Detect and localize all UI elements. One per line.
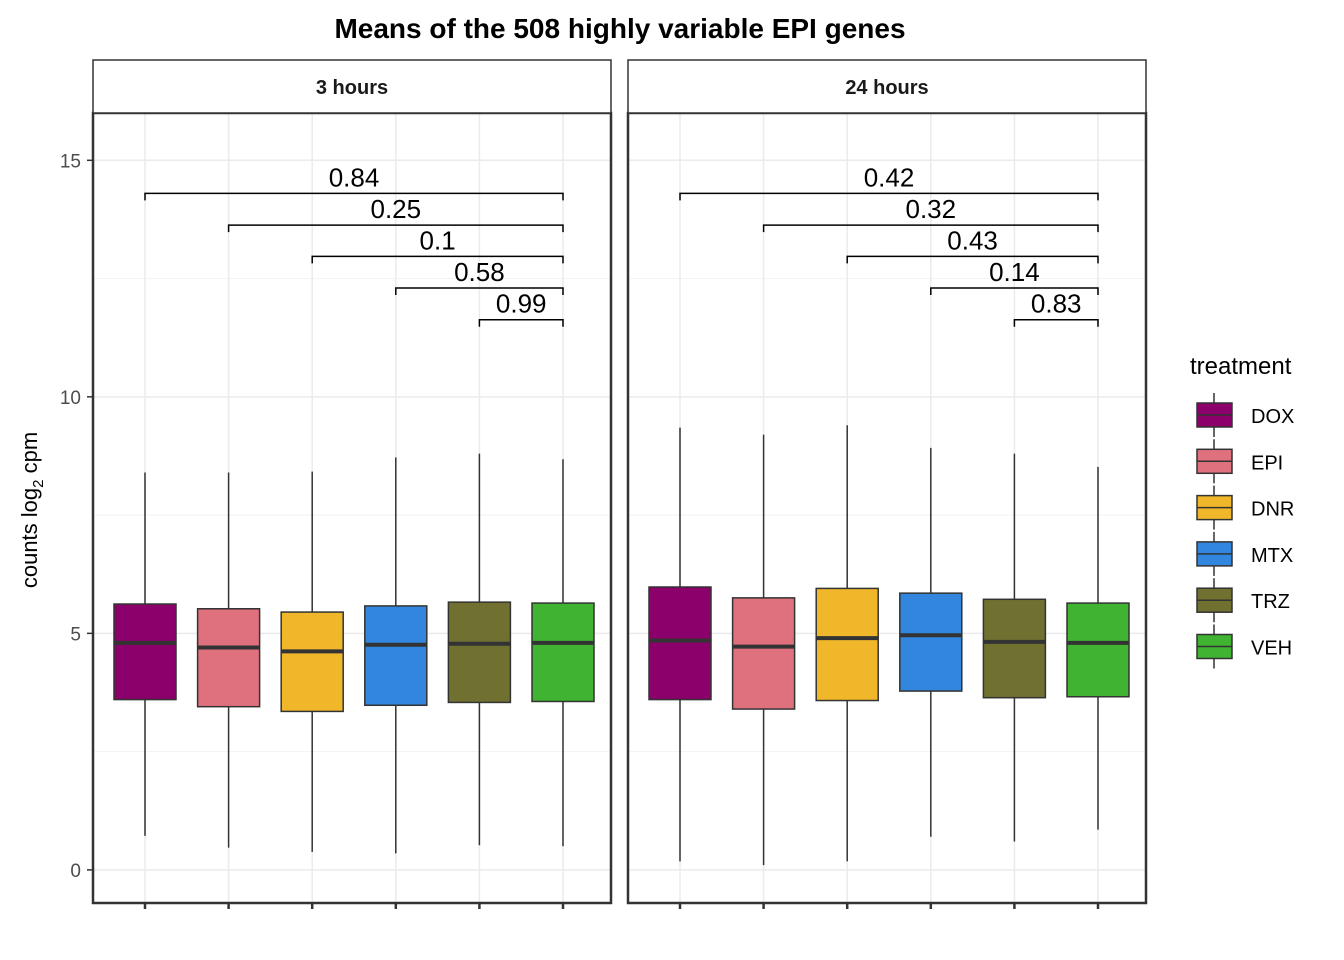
legend-label: TRZ — [1251, 591, 1290, 613]
comparison-bracket-4: 0.99 — [478, 289, 564, 327]
p-value-label: 0.58 — [454, 257, 505, 287]
facet-strip-label: 24 hours — [845, 77, 928, 99]
box-trz — [447, 453, 512, 846]
y-axis-title: counts log2 cpm — [17, 432, 47, 588]
box-iqr — [982, 598, 1047, 699]
legend-items: DOX EPI DNR MTX TRZ VEH — [1196, 393, 1294, 669]
box-epi — [196, 472, 261, 848]
panel-0: 0.840.250.10.580.99 3 hours — [91, 59, 613, 909]
y-tick-label-2: 10 — [60, 388, 81, 409]
bracket-line — [395, 287, 564, 296]
bracket-line — [311, 255, 564, 264]
y-tick-label-1: 5 — [70, 624, 81, 645]
legend-item-veh: VEH — [1196, 624, 1292, 669]
legend: treatment DOX EPI DNR MTX TRZ VEH — [1190, 353, 1294, 669]
comparison-bracket-1: 0.32 — [762, 194, 1099, 233]
bracket-line — [144, 192, 564, 201]
box-mtx — [899, 447, 963, 837]
box-veh — [531, 459, 595, 847]
p-value-label: 0.14 — [989, 257, 1040, 287]
legend-label: DOX — [1251, 406, 1294, 428]
y-axis-title-main: counts log — [17, 488, 42, 588]
comparison-bracket-0: 0.42 — [679, 162, 1099, 201]
box-iqr — [899, 592, 963, 692]
bracket-line — [1013, 318, 1099, 327]
box-mtx — [364, 457, 428, 854]
p-value-label: 0.32 — [905, 194, 956, 224]
box-iqr — [815, 587, 879, 702]
box-dox — [648, 427, 712, 862]
y-axis-title-suffix: cpm — [17, 432, 42, 480]
box-iqr — [531, 602, 595, 703]
p-value-label: 0.43 — [947, 225, 998, 255]
comparison-bracket-3: 0.58 — [395, 257, 564, 296]
box-iqr — [196, 608, 261, 708]
legend-title: treatment — [1190, 353, 1292, 380]
legend-item-mtx: MTX — [1196, 531, 1293, 576]
panel-background — [628, 113, 1146, 903]
box-iqr — [364, 605, 428, 707]
p-value-label: 0.42 — [864, 162, 915, 192]
comparison-bracket-2: 0.43 — [846, 225, 1099, 264]
comparison-bracket-3: 0.14 — [930, 257, 1099, 296]
panel-background — [93, 113, 611, 903]
legend-label: VEH — [1251, 638, 1292, 660]
legend-label: EPI — [1251, 452, 1283, 474]
comparison-bracket-1: 0.25 — [227, 194, 564, 233]
y-axis-title-subscript: 2 — [30, 480, 47, 488]
p-value-label: 0.99 — [496, 289, 547, 319]
facet-strip — [627, 59, 1147, 114]
comparison-bracket-4: 0.83 — [1013, 289, 1099, 327]
box-iqr — [280, 611, 344, 713]
p-value-label: 0.1 — [420, 225, 456, 255]
box-iqr — [648, 586, 712, 701]
box-dnr — [815, 425, 879, 862]
chart-title: Means of the 508 highly variable EPI gen… — [334, 13, 905, 44]
box-iqr — [1066, 602, 1130, 698]
legend-item-trz: TRZ — [1196, 578, 1290, 623]
box-iqr — [731, 597, 796, 710]
facet-strip — [92, 59, 612, 114]
legend-label: DNR — [1251, 499, 1294, 521]
y-tick-label-3: 15 — [60, 151, 81, 172]
legend-label: MTX — [1251, 545, 1293, 567]
facet-strip-label: 3 hours — [316, 77, 388, 99]
p-value-label: 0.25 — [370, 194, 421, 224]
box-veh — [1066, 466, 1130, 830]
bracket-line — [679, 192, 1099, 201]
box-dnr — [280, 471, 344, 852]
y-tick-label-0: 0 — [70, 861, 81, 882]
box-trz — [982, 453, 1047, 842]
box-iqr — [447, 601, 512, 704]
bracket-line — [227, 224, 564, 233]
p-value-label: 0.83 — [1031, 289, 1082, 319]
y-axis: 0 5 10 15 — [60, 151, 93, 882]
bracket-line — [478, 318, 564, 327]
box-dox — [113, 472, 177, 836]
comparison-bracket-0: 0.84 — [144, 162, 564, 201]
box-epi — [731, 434, 796, 866]
bracket-line — [762, 224, 1099, 233]
bracket-line — [930, 287, 1099, 296]
p-value-label: 0.84 — [329, 162, 380, 192]
panel-1: 0.420.320.430.140.83 24 hours — [626, 59, 1148, 909]
facet-panels: 0.840.250.10.580.993 hours0.420.320.430.… — [91, 59, 1148, 909]
legend-item-dox: DOX — [1196, 393, 1294, 437]
legend-item-epi: EPI — [1196, 439, 1283, 484]
comparison-bracket-2: 0.1 — [311, 225, 564, 264]
legend-item-dnr: DNR — [1196, 485, 1294, 530]
bracket-line — [846, 255, 1099, 264]
box-iqr — [113, 603, 177, 701]
